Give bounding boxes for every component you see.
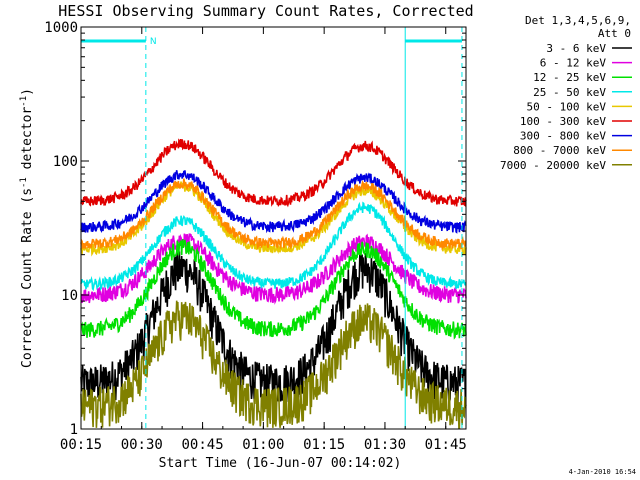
y-axis-title-end: ) — [20, 88, 35, 96]
legend-label-4: 25 - 50 keV — [533, 86, 606, 99]
y-tick-label-2: 10 — [61, 288, 78, 304]
series-line-8 — [80, 178, 467, 251]
series-line-7 — [80, 170, 467, 234]
legend-label-6: 100 - 300 keV — [520, 115, 606, 128]
x-tick-label-4: 01:00 — [242, 437, 284, 453]
x-tick-label-1: 00:15 — [60, 437, 102, 453]
series-line-6 — [80, 138, 467, 208]
y-axis-title: Corrected Count Rate (s-1 detector-1) — [19, 88, 35, 368]
x-tick-label-3: 00:45 — [182, 437, 224, 453]
legend: Det 1,3,4,5,6,9, Att 0 3 - 6 keV 6 - 12 k… — [500, 14, 632, 172]
y-axis-title-mid: detector — [20, 107, 35, 178]
legend-label-9: 7000 - 20000 keV — [500, 159, 606, 172]
timestamp: 4-Jan-2010 16:54 — [569, 468, 636, 476]
legend-header-line-1: Det 1,3,4,5,6,9, — [525, 14, 631, 27]
y-axis-title-main: Corrected Count Rate (s — [20, 188, 35, 368]
legend-header-line-2: Att 0 — [598, 27, 631, 40]
series-line-2 — [80, 233, 467, 305]
x-axis-title: Start Time (16-Jun-07 00:14:02) — [159, 456, 402, 471]
series-line-9 — [80, 300, 467, 429]
y-tick-label-4: 1000 — [44, 20, 78, 36]
chart-title: HESSI Observing Summary Count Rates, Cor… — [58, 2, 473, 20]
x-tick-label-2: 00:30 — [121, 437, 163, 453]
legend-label-1: 3 - 6 keV — [546, 42, 606, 55]
tick-layer: 00:15 00:30 00:45 01:00 01:15 01:30 01:45 1 10 10… — [44, 20, 467, 453]
y-tick-label-3: 100 — [53, 154, 78, 170]
x-tick-label-5: 01:15 — [303, 437, 345, 453]
night-bar-label: N — [150, 37, 157, 47]
legend-label-2: 6 - 12 keV — [540, 57, 607, 70]
y-tick-label-1: 1 — [70, 422, 78, 438]
y-axis-title-sup2: -1 — [19, 96, 29, 107]
plot-frame — [80, 26, 467, 430]
series-line-3 — [80, 238, 467, 340]
series-layer — [80, 138, 467, 429]
legend-label-3: 12 - 25 keV — [533, 71, 606, 84]
x-tick-label-7: 01:45 — [425, 437, 467, 453]
x-tick-label-6: 01:30 — [364, 437, 406, 453]
series-line-4 — [80, 201, 467, 292]
legend-label-8: 800 - 7000 keV — [513, 144, 606, 157]
series-line-1 — [80, 251, 467, 409]
y-axis-title-sup1: -1 — [19, 177, 29, 188]
legend-label-5: 50 - 100 keV — [527, 100, 607, 113]
legend-label-7: 300 - 800 keV — [520, 130, 606, 143]
